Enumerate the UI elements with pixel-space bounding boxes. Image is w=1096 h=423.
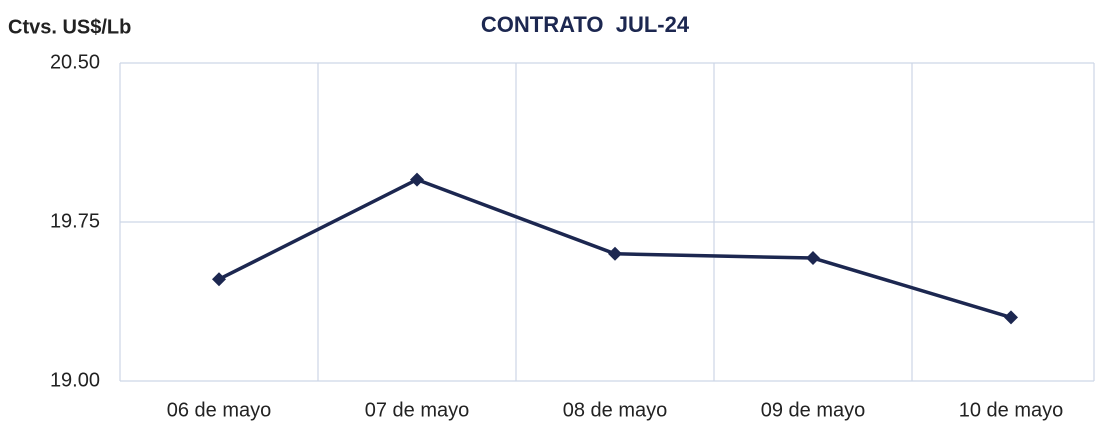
marker xyxy=(608,246,622,261)
y-tick-label: 20.50 xyxy=(50,51,100,73)
marker xyxy=(806,251,820,266)
marker xyxy=(1004,310,1018,325)
y-axis-label: Ctvs. US$/Lb xyxy=(8,16,131,38)
x-tick-label: 06 de mayo xyxy=(167,399,272,421)
x-tick-label: 09 de mayo xyxy=(761,399,866,421)
marker xyxy=(212,272,226,287)
marker xyxy=(410,172,424,187)
y-tick-label: 19.00 xyxy=(50,369,100,391)
chart-title: CONTRATO JUL-24 xyxy=(481,12,690,37)
x-tick-label: 08 de mayo xyxy=(563,399,668,421)
x-tick-label: 10 de mayo xyxy=(959,399,1064,421)
y-tick-label: 19.75 xyxy=(50,210,100,232)
x-tick-label: 07 de mayo xyxy=(365,399,470,421)
